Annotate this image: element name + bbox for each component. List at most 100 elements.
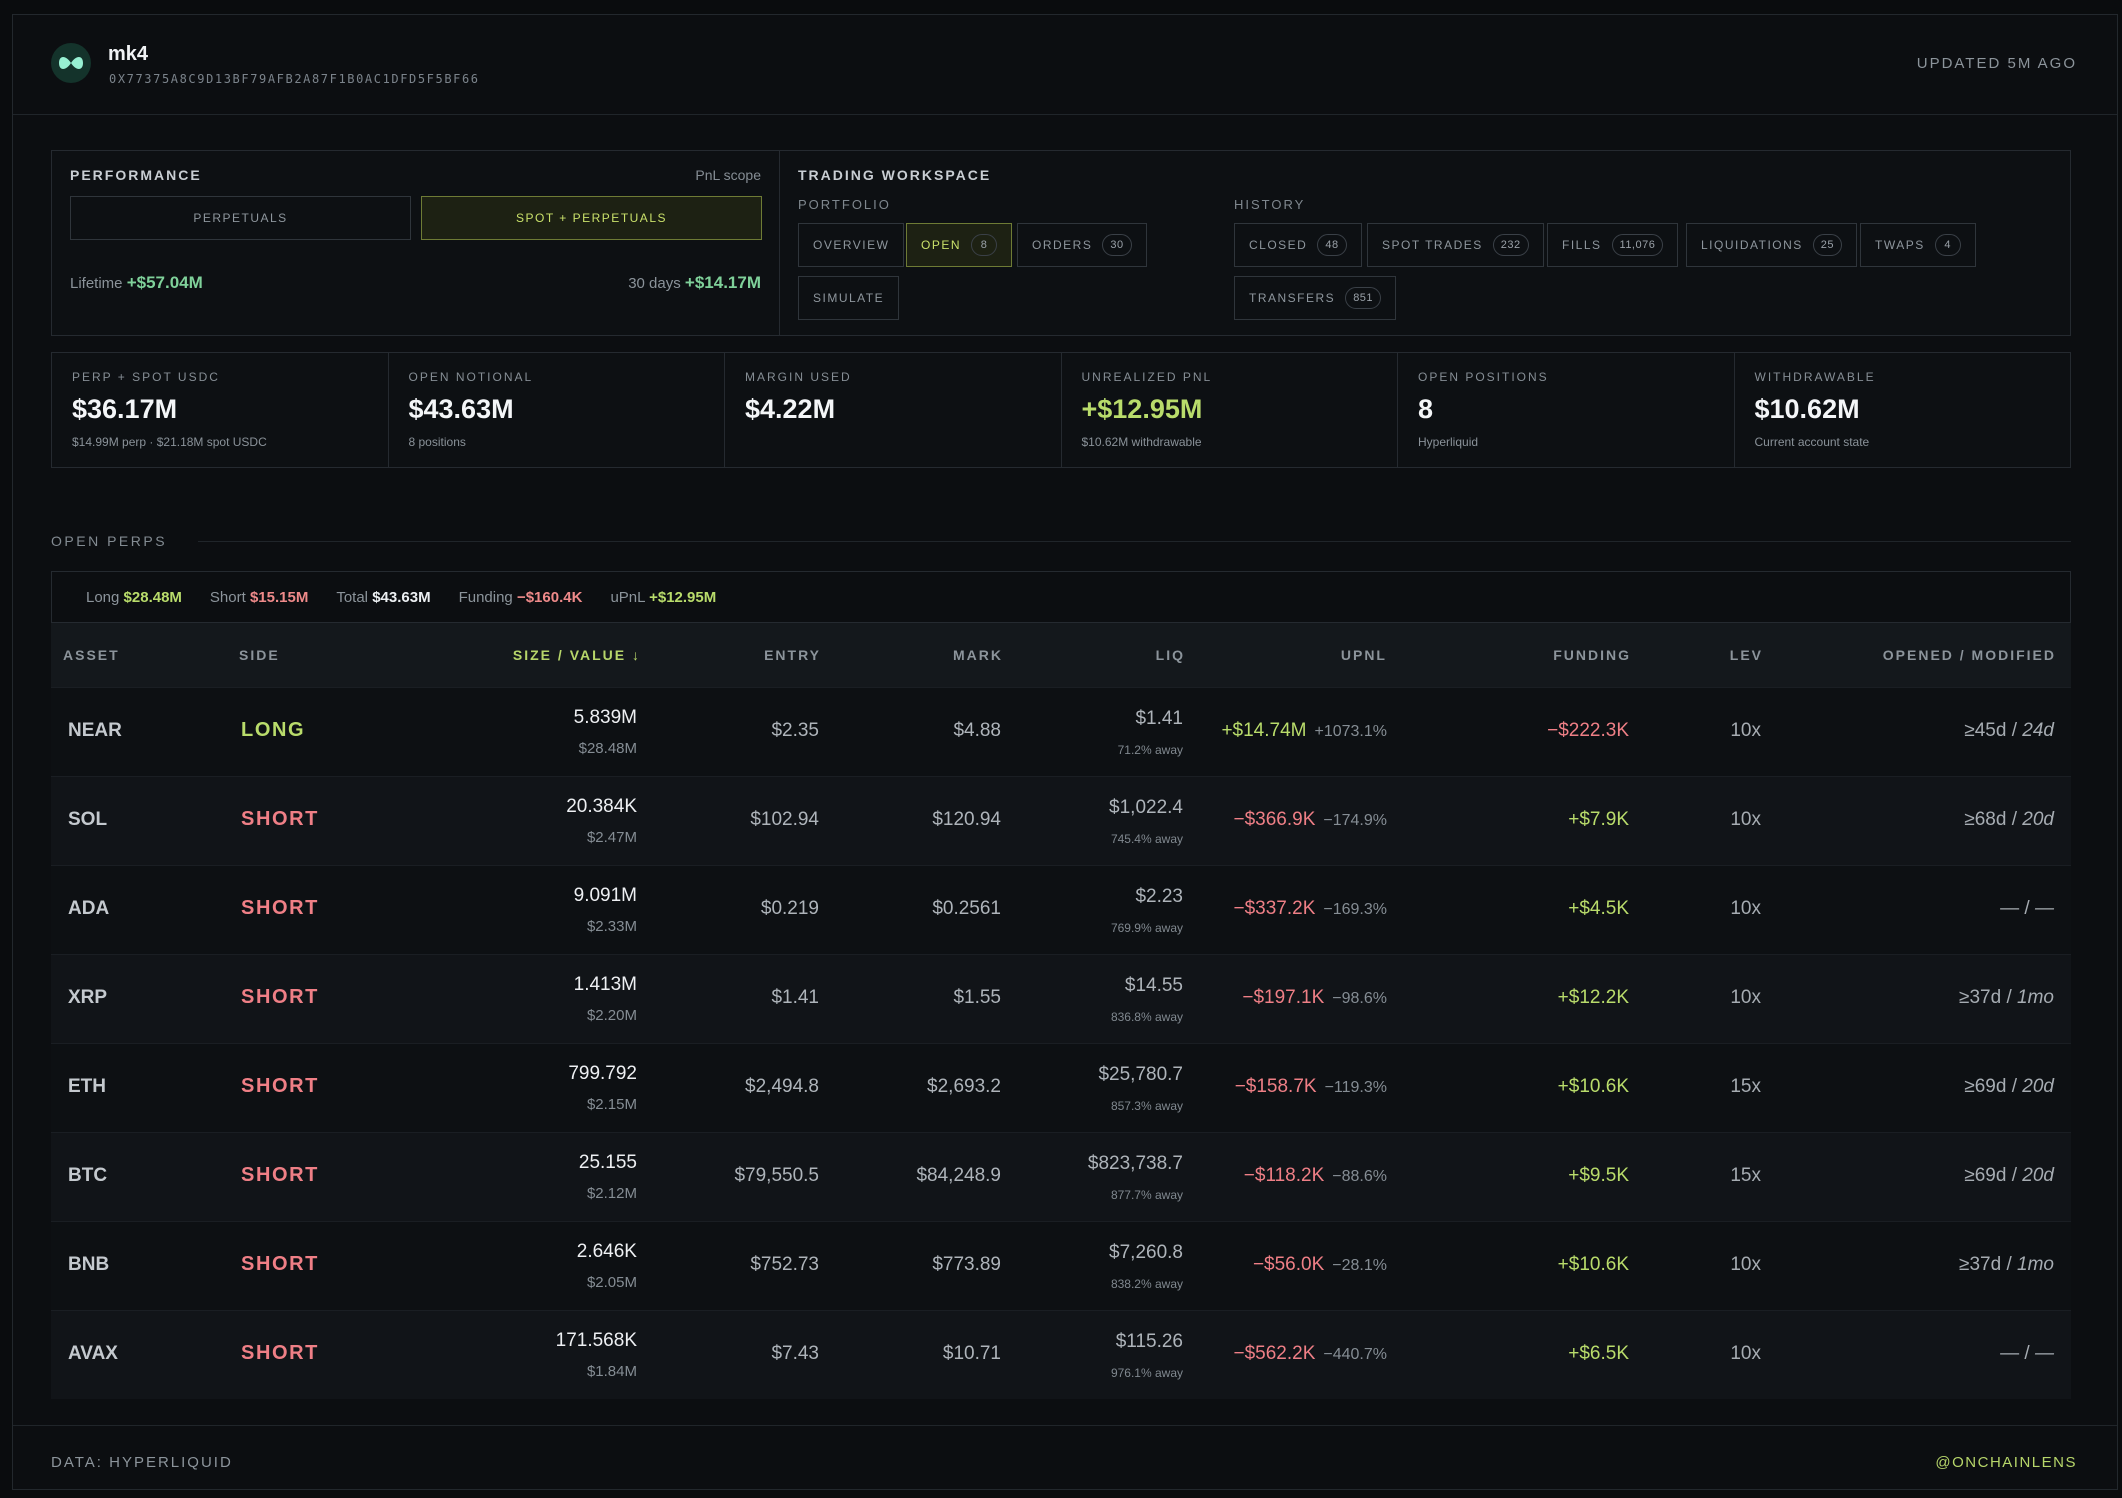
cell-liq: $7,260.8 — [1109, 1242, 1183, 1263]
cell-upnl-percent: −119.3% — [1324, 1079, 1387, 1096]
cell-size: 20.384K — [566, 796, 637, 817]
tab-transfers[interactable]: TRANSFERS 851 — [1234, 276, 1397, 320]
cell-liq-distance: 745.4% away — [1110, 832, 1183, 846]
table-row[interactable]: XRP SHORT 1.413M $2.20M $1.41 $1.55 $14.55 836.… — [51, 954, 2071, 1043]
cell-asset: BTC — [68, 1165, 108, 1186]
cell-liq: $25,780.7 — [1098, 1064, 1183, 1085]
cell-side: SHORT — [241, 897, 319, 919]
col-upnl[interactable]: UPNL — [1340, 647, 1387, 663]
cell-upnl-percent: +1073.1% — [1314, 723, 1387, 740]
performance-panel: PERFORMANCE PnL scope PERPETUALS SPOT + … — [51, 150, 780, 336]
col-opened-modified[interactable]: OPENED / MODIFIED — [1882, 647, 2056, 663]
cell-asset: ADA — [68, 898, 110, 919]
col-entry[interactable]: ENTRY — [764, 647, 821, 663]
cell-liq-distance: 836.8% away — [1110, 1010, 1183, 1024]
onchainlens-link[interactable]: @ONCHAINLENS — [1935, 1454, 2077, 1471]
table-row[interactable]: ETH SHORT 799.792 $2.15M $2,494.8 $2,693.2 $25… — [51, 1043, 2071, 1132]
tab-liquidations[interactable]: LIQUIDATIONS 25 — [1686, 223, 1858, 267]
summary-upnl-value: +$12.95M — [649, 588, 717, 606]
table-row[interactable]: NEAR LONG 5.839M $28.48M $2.35 $4.88 $1.41 71.2… — [51, 687, 2071, 776]
stat-label: WITHDRAWABLE — [1754, 370, 1876, 384]
col-size-value[interactable]: SIZE / VALUE ↓ — [512, 647, 641, 663]
cell-liq: $1.41 — [1135, 708, 1183, 729]
col-liq[interactable]: LIQ — [1155, 647, 1185, 663]
tab-spot-trades-label: SPOT TRADES — [1382, 238, 1483, 252]
cell-liq: $14.55 — [1124, 975, 1183, 996]
tab-closed[interactable]: CLOSED 48 — [1234, 223, 1362, 267]
summary-funding: Funding −$160.4K — [459, 589, 583, 606]
table-row[interactable]: ADA SHORT 9.091M $2.33M $0.219 $0.2561 $2.23 76… — [51, 865, 2071, 954]
account-address[interactable]: 0X77375A8C9D13BF79AFB2A87F1B0AC1DFD5F5BF… — [109, 72, 480, 86]
col-mark[interactable]: MARK — [953, 647, 1003, 663]
cell-size: 171.568K — [555, 1330, 637, 1351]
tab-twaps[interactable]: TWAPS 4 — [1860, 223, 1976, 267]
tab-simulate[interactable]: SIMULATE — [798, 276, 900, 320]
cell-size: 9.091M — [573, 885, 637, 906]
table-row[interactable]: BTC SHORT 25.155 $2.12M $79,550.5 $84,248.9 $8… — [51, 1132, 2071, 1221]
tab-liquidations-label: LIQUIDATIONS — [1701, 238, 1803, 252]
cell-leverage: 10x — [1730, 1343, 1761, 1364]
col-side[interactable]: SIDE — [239, 647, 280, 663]
stat-margin-used: MARGIN USED $4.22M — [725, 353, 1062, 467]
table-row[interactable]: SOL SHORT 20.384K $2.47M $102.94 $120.94 $1,02… — [51, 776, 2071, 865]
cell-asset: NEAR — [68, 720, 122, 741]
30-day-value: +$14.17M — [684, 273, 761, 292]
cell-funding: +$10.6K — [1557, 1076, 1629, 1097]
tab-open[interactable]: OPEN 8 — [906, 223, 1013, 267]
cell-modified: 24d — [2022, 720, 2054, 741]
account-name: mk4 — [108, 43, 149, 65]
stat-note: $14.99M perp · $21.18M spot USDC — [72, 435, 267, 449]
cell-entry: $2.35 — [771, 720, 819, 741]
cell-size: 5.839M — [573, 707, 637, 728]
performance-title: PERFORMANCE — [70, 167, 202, 183]
cell-value: $2.05M — [586, 1274, 637, 1291]
tab-fills-label: FILLS — [1562, 238, 1602, 252]
cell-mark: $1.55 — [953, 987, 1001, 1008]
cell-upnl-amount: +$14.74M — [1221, 720, 1307, 741]
tab-orders[interactable]: ORDERS 30 — [1017, 223, 1147, 267]
table-row[interactable]: AVAX SHORT 171.568K $1.84M $7.43 $10.71 $115.2… — [51, 1310, 2071, 1399]
cell-upnl: +$14.74M +1073.1% — [1221, 720, 1387, 742]
col-funding[interactable]: FUNDING — [1553, 647, 1631, 663]
cell-entry: $0.219 — [760, 898, 819, 919]
tab-spot-trades[interactable]: SPOT TRADES 232 — [1367, 223, 1544, 267]
tab-liquidations-count: 25 — [1812, 234, 1843, 256]
stat-value: 8 — [1418, 394, 1434, 424]
col-lev[interactable]: LEV — [1729, 647, 1763, 663]
cell-upnl-amount: −$197.1K — [1242, 987, 1325, 1008]
stat-note: Hyperliquid — [1418, 435, 1479, 449]
cell-value: $2.15M — [586, 1096, 637, 1113]
cell-side: SHORT — [241, 1164, 319, 1186]
cell-liq: $2.23 — [1135, 886, 1183, 907]
spot-perpetuals-toggle[interactable]: SPOT + PERPETUALS — [421, 196, 762, 240]
cell-mark: $4.88 — [953, 720, 1001, 741]
stat-label: OPEN POSITIONS — [1418, 370, 1549, 384]
stat-note: Current account state — [1754, 435, 1870, 449]
stat-withdrawable: WITHDRAWABLE $10.62M Current account sta… — [1735, 353, 2071, 467]
summary-long-value: $28.48M — [123, 588, 182, 606]
cell-funding: +$10.6K — [1557, 1254, 1629, 1275]
cell-mark: $773.89 — [932, 1254, 1001, 1275]
cell-side: SHORT — [241, 986, 319, 1008]
cell-mark: $84,248.9 — [916, 1165, 1001, 1186]
cell-entry: $79,550.5 — [734, 1165, 819, 1186]
cell-size: 1.413M — [573, 974, 637, 995]
summary-short-label: Short — [209, 588, 246, 606]
cell-upnl-percent: −174.9% — [1323, 812, 1387, 829]
tab-simulate-label: SIMULATE — [813, 291, 885, 305]
stat-unrealized-pnl: UNREALIZED PNL +$12.95M $10.62M withdraw… — [1062, 353, 1398, 467]
tab-fills[interactable]: FILLS 11,076 — [1547, 223, 1679, 267]
table-row[interactable]: BNB SHORT 2.646K $2.05M $752.73 $773.89 $7,260… — [51, 1221, 2071, 1310]
tab-twaps-label: TWAPS — [1875, 238, 1925, 252]
tab-orders-count: 30 — [1102, 234, 1132, 256]
lifetime-pnl: Lifetime +$57.04M — [70, 273, 203, 293]
perpetuals-toggle[interactable]: PERPETUALS — [70, 196, 411, 240]
tab-fills-count: 11,076 — [1611, 234, 1664, 256]
tab-overview[interactable]: OVERVIEW — [798, 223, 905, 267]
lifetime-value: +$57.04M — [126, 273, 203, 292]
cell-entry: $7.43 — [771, 1343, 819, 1364]
cell-funding: +$4.5K — [1568, 898, 1629, 919]
cell-value: $2.20M — [586, 1007, 637, 1024]
cell-entry: $1.41 — [771, 987, 819, 1008]
col-asset[interactable]: ASSET — [63, 647, 120, 663]
